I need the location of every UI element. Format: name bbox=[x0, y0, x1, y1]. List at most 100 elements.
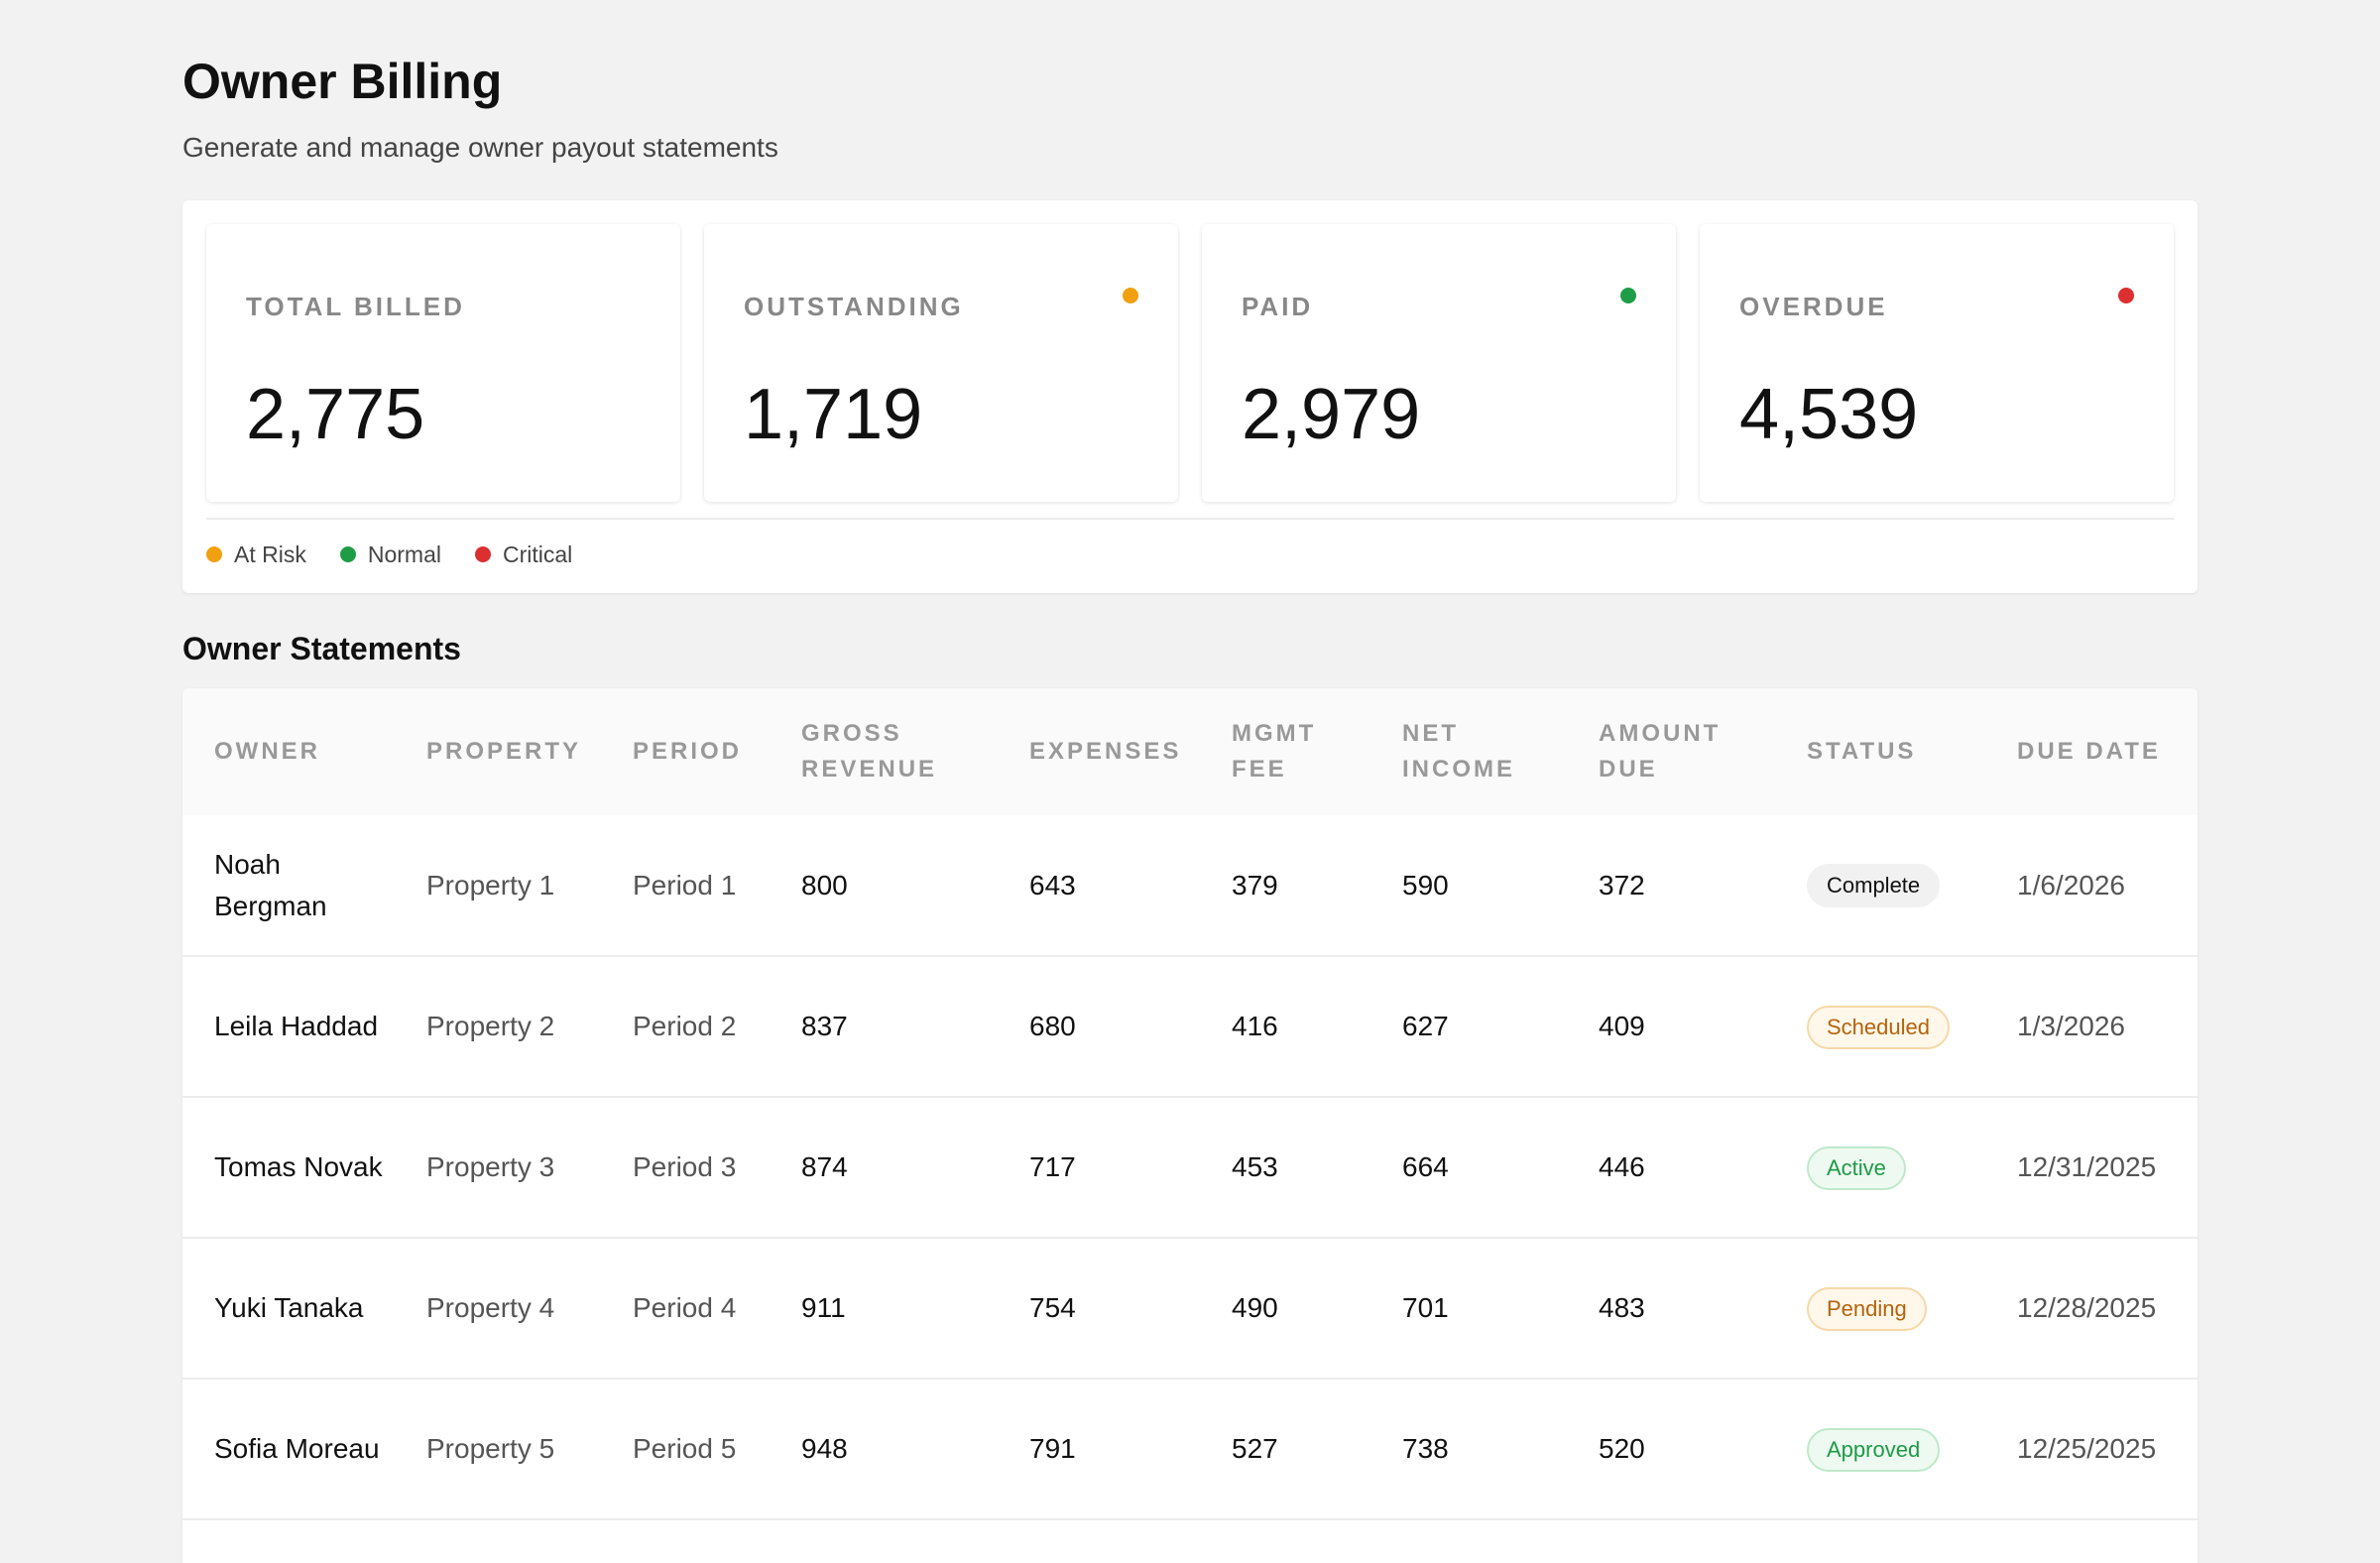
cell-mgmt-fee: 379 bbox=[1200, 815, 1370, 957]
legend-label: At Risk bbox=[234, 541, 306, 567]
kpi-label: PAID bbox=[1242, 292, 1314, 321]
legend-item-at-risk: At Risk bbox=[206, 541, 306, 568]
kpi-value: 1,719 bbox=[744, 375, 923, 454]
status-legend: At Risk Normal Critical bbox=[206, 538, 606, 571]
kpi-card-outstanding[interactable]: OUTSTANDING 1,719 bbox=[704, 224, 1178, 502]
cell-property: Property 5 bbox=[395, 1379, 601, 1520]
cell-mgmt-fee: 416 bbox=[1200, 956, 1370, 1098]
kpi-panel: TOTAL BILLED 2,775 OUTSTANDING 1,719 PAI… bbox=[182, 200, 2198, 593]
table-row[interactable]: Yuki Tanaka Property 4 Period 4 911 754 … bbox=[182, 1238, 2198, 1380]
status-badge: Pending bbox=[1807, 1286, 1927, 1331]
cell-status: Complete bbox=[1775, 815, 1985, 957]
cell-mgmt-fee: 453 bbox=[1200, 1097, 1370, 1239]
column-header-net-income[interactable]: NET INCOME bbox=[1402, 720, 1515, 782]
kpi-card-paid[interactable]: PAID 2,979 bbox=[1202, 224, 1676, 502]
table-row[interactable]: Sofia Moreau Property 5 Period 5 948 791… bbox=[182, 1379, 2198, 1520]
column-header-amount-due[interactable]: AMOUNT DUE bbox=[1599, 720, 1722, 782]
cell-net-income: 590 bbox=[1370, 815, 1567, 957]
cell-due-date: 1/3/2026 bbox=[1985, 956, 2198, 1098]
cell-amount-due: 446 bbox=[1567, 1097, 1775, 1239]
at-risk-dot-icon bbox=[206, 546, 222, 562]
table-header-row: OWNER PROPERTY PERIOD GROSS REVENUE EXPE… bbox=[182, 688, 2198, 815]
cell-expenses: 754 bbox=[998, 1238, 1200, 1380]
cell-net-income: 701 bbox=[1370, 1238, 1567, 1380]
cell-period: Period 3 bbox=[601, 1097, 770, 1239]
legend-label: Normal bbox=[367, 541, 441, 567]
cell-property: Property 3 bbox=[395, 1097, 601, 1239]
kpi-value: 2,775 bbox=[246, 375, 425, 454]
cell-period: Period 5 bbox=[601, 1379, 770, 1520]
at-risk-status-dot bbox=[1123, 288, 1138, 303]
cell-mgmt-fee: 527 bbox=[1200, 1379, 1370, 1520]
cell-property: Property 2 bbox=[395, 956, 601, 1098]
column-header-gross-revenue[interactable]: GROSS REVENUE bbox=[801, 720, 938, 782]
cell-owner: Tomas Novak bbox=[182, 1097, 395, 1239]
cell-status: Active bbox=[1775, 1097, 1985, 1239]
column-header-property[interactable]: PROPERTY bbox=[426, 738, 582, 765]
kpi-label: OVERDUE bbox=[1739, 292, 1888, 321]
cell-net-income: 627 bbox=[1370, 956, 1567, 1098]
cell-status: Approved bbox=[1775, 1379, 1985, 1520]
normal-status-dot bbox=[1620, 288, 1636, 303]
cell-owner: Noah Bergman bbox=[182, 815, 395, 957]
status-badge: Scheduled bbox=[1807, 1005, 1950, 1049]
status-badge: Approved bbox=[1807, 1427, 1941, 1472]
kpi-card-total-billed[interactable]: TOTAL BILLED 2,775 bbox=[206, 224, 680, 502]
kpi-divider bbox=[206, 518, 2174, 520]
cell-due-date: 12/31/2025 bbox=[1985, 1097, 2198, 1239]
cell-expenses: 717 bbox=[998, 1097, 1200, 1239]
cell-due-date: 12/28/2025 bbox=[1985, 1238, 2198, 1380]
cell-status: Scheduled bbox=[1775, 956, 1985, 1098]
table-row[interactable]: Noah Bergman Property 1 Period 1 800 643… bbox=[182, 815, 2198, 957]
kpi-value: 4,539 bbox=[1739, 375, 1919, 454]
statements-table-panel: OWNER PROPERTY PERIOD GROSS REVENUE EXPE… bbox=[182, 688, 2198, 1563]
column-header-mgmt-fee[interactable]: MGMT FEE bbox=[1232, 720, 1317, 782]
legend-label: Critical bbox=[502, 541, 573, 567]
cell-period: Period 1 bbox=[601, 815, 770, 957]
column-header-due-date[interactable]: DUE DATE bbox=[2017, 738, 2161, 765]
table-row[interactable]: Tomas Novak Property 3 Period 3 874 717 … bbox=[182, 1097, 2198, 1239]
section-title-owner-statements: Owner Statements bbox=[182, 631, 461, 666]
status-badge: Active bbox=[1807, 1145, 1906, 1190]
cell-amount-due: 409 bbox=[1567, 956, 1775, 1098]
cell-status: Pending bbox=[1775, 1238, 1985, 1380]
cell-net-income: 738 bbox=[1370, 1379, 1567, 1520]
kpi-card-overdue[interactable]: OVERDUE 4,539 bbox=[1700, 224, 2174, 502]
cell-due-date: 1/6/2026 bbox=[1985, 815, 2198, 957]
page-subtitle: Generate and manage owner payout stateme… bbox=[182, 132, 778, 163]
cell-amount-due: 520 bbox=[1567, 1379, 1775, 1520]
critical-dot-icon bbox=[474, 546, 491, 562]
critical-status-dot bbox=[2118, 288, 2134, 303]
cell-expenses: 791 bbox=[998, 1379, 1200, 1520]
cell-period: Period 4 bbox=[601, 1238, 770, 1380]
cell-mgmt-fee: 490 bbox=[1200, 1238, 1370, 1380]
cell-expenses: 643 bbox=[998, 815, 1200, 957]
status-badge: Complete bbox=[1807, 864, 1941, 907]
cell-gross-revenue: 837 bbox=[770, 956, 998, 1098]
normal-dot-icon bbox=[339, 546, 356, 562]
column-header-status[interactable]: STATUS bbox=[1807, 738, 1917, 765]
cell-period: Period 2 bbox=[601, 956, 770, 1098]
cell-gross-revenue: 800 bbox=[770, 815, 998, 957]
column-header-owner[interactable]: OWNER bbox=[214, 738, 320, 765]
kpi-value: 2,979 bbox=[1242, 375, 1421, 454]
page-title: Owner Billing bbox=[182, 54, 503, 109]
cell-owner: Sofia Moreau bbox=[182, 1379, 395, 1520]
kpi-label: OUTSTANDING bbox=[744, 292, 964, 321]
cell-owner: Leila Haddad bbox=[182, 956, 395, 1098]
legend-item-critical: Critical bbox=[474, 541, 573, 568]
legend-item-normal: Normal bbox=[339, 541, 441, 568]
column-header-expenses[interactable]: EXPENSES bbox=[1029, 738, 1182, 765]
cell-amount-due: 483 bbox=[1567, 1238, 1775, 1380]
cell-property: Property 4 bbox=[395, 1238, 601, 1380]
statements-table: OWNER PROPERTY PERIOD GROSS REVENUE EXPE… bbox=[182, 688, 2198, 1520]
cell-property: Property 1 bbox=[395, 815, 601, 957]
table-row[interactable]: Leila Haddad Property 2 Period 2 837 680… bbox=[182, 956, 2198, 1098]
cell-expenses: 680 bbox=[998, 956, 1200, 1098]
cell-gross-revenue: 948 bbox=[770, 1379, 998, 1520]
kpi-label: TOTAL BILLED bbox=[246, 292, 465, 321]
cell-amount-due: 372 bbox=[1567, 815, 1775, 957]
column-header-period[interactable]: PERIOD bbox=[633, 738, 743, 765]
cell-owner: Yuki Tanaka bbox=[182, 1238, 395, 1380]
